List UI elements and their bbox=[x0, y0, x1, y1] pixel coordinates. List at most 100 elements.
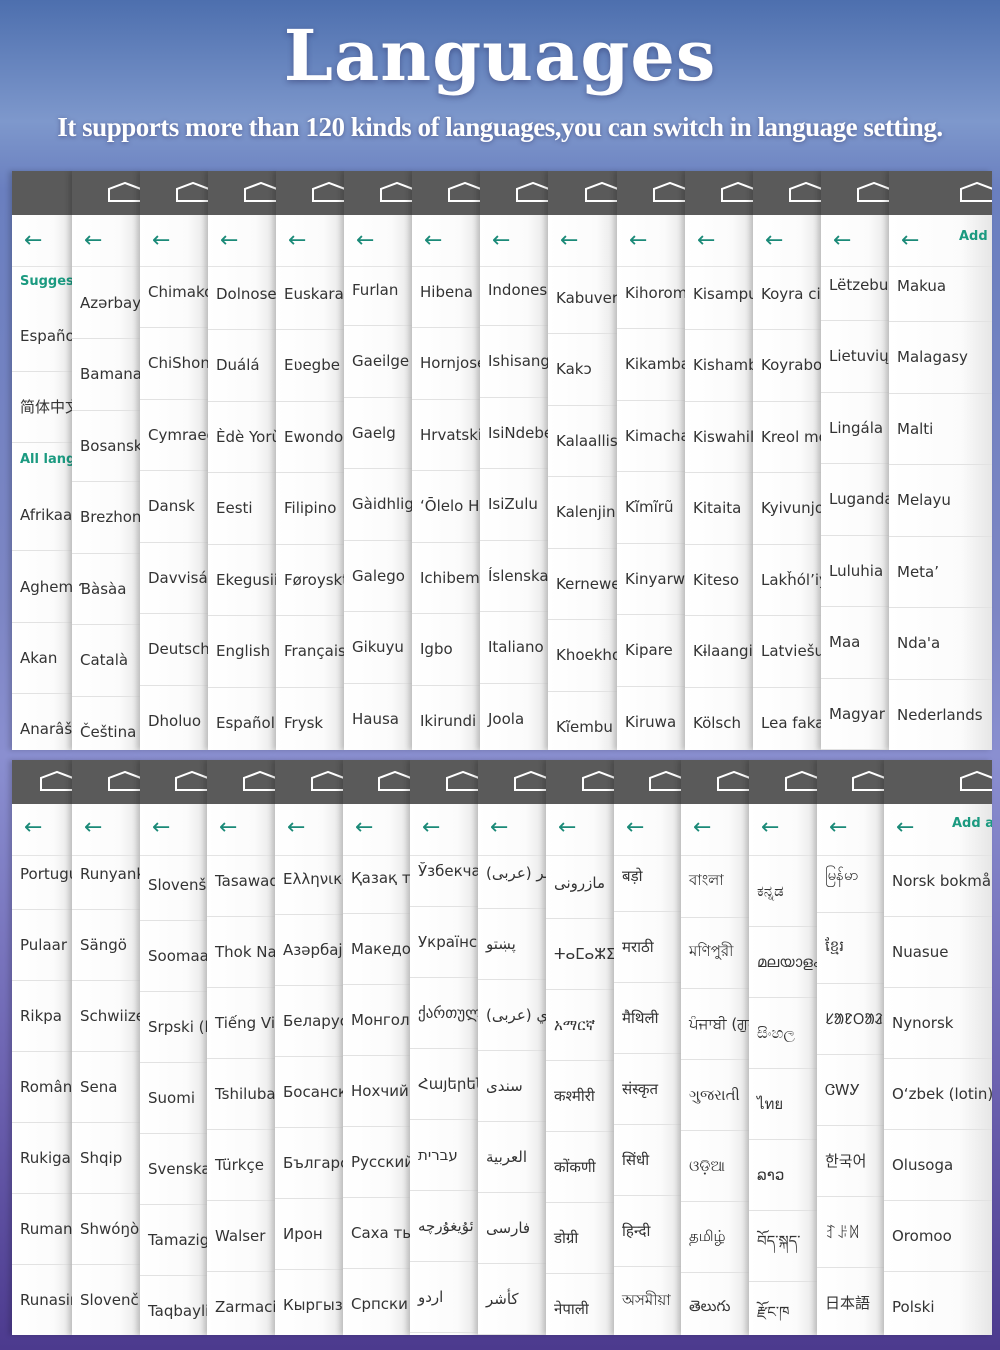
language-list-item[interactable]: Magyar bbox=[821, 678, 889, 750]
language-list-item[interactable]: Galego bbox=[344, 540, 412, 612]
language-list-item[interactable]: Walser bbox=[207, 1200, 275, 1272]
language-list-item[interactable]: Español bbox=[208, 687, 276, 750]
language-list-item[interactable]: Ewondo bbox=[276, 401, 344, 473]
language-list-item[interactable]: தமிழ் bbox=[681, 1201, 749, 1273]
language-list-item[interactable]: Ɓàsàa bbox=[72, 553, 140, 625]
language-list-item[interactable]: Нохчийн bbox=[343, 1055, 410, 1127]
language-list-item[interactable]: Kalaallisut bbox=[548, 405, 617, 477]
language-list-item[interactable]: Chimakonde bbox=[140, 256, 208, 328]
home-icon[interactable] bbox=[445, 770, 478, 792]
home-icon[interactable] bbox=[447, 181, 480, 203]
language-list-item[interactable]: नेपाली bbox=[546, 1273, 614, 1335]
language-list-item[interactable]: Қазақ тілі bbox=[343, 842, 410, 914]
home-icon[interactable] bbox=[720, 181, 753, 203]
language-list-item[interactable]: ગુજરાતી bbox=[681, 1059, 749, 1131]
arrow-left-icon[interactable]: ← bbox=[24, 815, 43, 840]
language-list-item[interactable]: Bosanski bbox=[72, 410, 140, 482]
language-list-item[interactable]: Gàidhlig bbox=[344, 469, 412, 541]
language-list-item[interactable]: हिन्दी bbox=[614, 1195, 681, 1267]
language-list-item[interactable]: संस्कृत bbox=[614, 1053, 681, 1125]
language-list-item[interactable]: ಕನ್ನಡ bbox=[749, 855, 817, 927]
language-list-item[interactable]: Soomaali bbox=[140, 920, 207, 992]
language-list-item[interactable]: सिंधी bbox=[614, 1124, 681, 1196]
home-icon[interactable] bbox=[716, 770, 749, 792]
language-list-item[interactable]: Kipare bbox=[617, 615, 685, 687]
language-list-item[interactable]: Français bbox=[276, 616, 344, 688]
language-list-item[interactable]: Dolnoserbšćina bbox=[208, 258, 276, 330]
language-list-item[interactable]: Kiruwa bbox=[617, 686, 685, 750]
language-list-item[interactable]: Anarâškielâ bbox=[12, 693, 72, 750]
language-list-item[interactable]: Português bbox=[12, 838, 72, 910]
language-list-item[interactable]: Tasawaq senni bbox=[207, 845, 275, 917]
language-list-item[interactable]: اردو bbox=[410, 1261, 478, 1333]
language-list-item[interactable]: Dansk bbox=[140, 471, 208, 543]
language-list-item[interactable]: Sena bbox=[72, 1051, 140, 1123]
language-list-item[interactable]: Kölsch bbox=[685, 687, 753, 750]
home-icon[interactable] bbox=[243, 181, 276, 203]
language-list-item[interactable]: ไทย bbox=[749, 1068, 817, 1140]
language-list-item[interactable]: Maa bbox=[821, 607, 889, 679]
home-icon[interactable] bbox=[311, 181, 344, 203]
home-icon[interactable] bbox=[174, 770, 207, 792]
language-list-item[interactable]: Brezhoneg bbox=[72, 482, 140, 554]
language-list-item[interactable]: Tiếng Việt bbox=[207, 987, 275, 1059]
language-list-item[interactable]: Srpski (latinica) bbox=[140, 991, 207, 1063]
arrow-left-icon[interactable]: ← bbox=[288, 228, 307, 253]
language-list-item[interactable]: Kakɔ bbox=[548, 334, 617, 406]
language-list-item[interactable]: Kabuverdianu bbox=[548, 262, 617, 334]
home-icon[interactable] bbox=[784, 770, 817, 792]
language-list-item[interactable]: Melayu bbox=[889, 465, 992, 537]
language-list-item[interactable]: ⵜⴰⵎⴰⵣⵉⵖⵜ bbox=[546, 918, 614, 990]
language-list-item[interactable]: Kɨlaangi bbox=[685, 616, 753, 688]
language-list-item[interactable]: ئۇيغۇرچە bbox=[410, 1190, 478, 1262]
language-list-item[interactable]: Oromoo bbox=[884, 1200, 992, 1272]
language-list-item[interactable]: Norsk bokmål bbox=[884, 845, 992, 917]
arrow-left-icon[interactable]: ← bbox=[424, 228, 443, 253]
home-icon[interactable] bbox=[581, 770, 614, 792]
language-list-item[interactable]: Босански bbox=[275, 1056, 343, 1128]
language-list-item[interactable]: O‘zbek (lotin) bbox=[884, 1058, 992, 1130]
language-list-item[interactable]: Lea fakaTonga bbox=[753, 687, 821, 750]
language-list-item[interactable]: Русский bbox=[343, 1126, 410, 1198]
language-list-item[interactable]: ਪੰਜਾਬੀ (ਗੁਰਮੁਖੀ) bbox=[681, 988, 749, 1060]
arrow-left-icon[interactable]: ← bbox=[697, 228, 716, 253]
language-list-item[interactable]: Rumantsch bbox=[12, 1193, 72, 1265]
language-list-item[interactable]: Íslenska bbox=[480, 540, 548, 612]
home-icon[interactable] bbox=[959, 181, 992, 203]
language-list-item[interactable]: Lingála bbox=[821, 392, 889, 464]
language-list-item[interactable]: मैथिली bbox=[614, 982, 681, 1054]
language-list-item[interactable]: ᏣᎳᎩ bbox=[817, 1054, 884, 1126]
language-list-item[interactable]: Kĩmĩrũ bbox=[617, 472, 685, 544]
language-list-item[interactable]: Polski bbox=[884, 1271, 992, 1335]
language-list-item[interactable]: Makua bbox=[889, 250, 992, 322]
arrow-left-icon[interactable]: ← bbox=[629, 228, 648, 253]
add-language-button[interactable]: Add a l bbox=[952, 816, 992, 831]
arrow-left-icon[interactable]: ← bbox=[355, 815, 374, 840]
language-list-item[interactable]: Luganda bbox=[821, 464, 889, 536]
language-list-item[interactable]: অসমীয়া bbox=[614, 1266, 681, 1335]
home-icon[interactable] bbox=[310, 770, 343, 792]
language-list-item[interactable]: Română bbox=[12, 1051, 72, 1123]
language-list-item[interactable]: Runyankore bbox=[72, 838, 140, 910]
arrow-left-icon[interactable]: ← bbox=[896, 815, 915, 840]
home-icon[interactable] bbox=[648, 770, 681, 792]
language-list-item[interactable]: Malti bbox=[889, 393, 992, 465]
language-list-item[interactable]: ChiShona bbox=[140, 328, 208, 400]
language-list-item[interactable]: Aghem bbox=[12, 551, 72, 623]
arrow-left-icon[interactable]: ← bbox=[220, 228, 239, 253]
language-list-item[interactable]: 简体中文 bbox=[12, 371, 72, 443]
language-list-item[interactable]: মণিপুরী bbox=[681, 917, 749, 989]
language-list-item[interactable]: Català bbox=[72, 625, 140, 697]
arrow-left-icon[interactable]: ← bbox=[901, 228, 920, 253]
language-list-item[interactable]: Èdè Yorùbá bbox=[208, 401, 276, 473]
language-list-item[interactable]: Кыргызча bbox=[275, 1269, 343, 1335]
arrow-left-icon[interactable]: ← bbox=[765, 228, 784, 253]
language-list-item[interactable]: Hausa bbox=[344, 683, 412, 750]
arrow-left-icon[interactable]: ← bbox=[492, 228, 511, 253]
arrow-left-icon[interactable]: ← bbox=[490, 815, 509, 840]
language-list-item[interactable]: Азәрбајҹан bbox=[275, 914, 343, 986]
language-list-item[interactable]: Kinyarwanda bbox=[617, 543, 685, 615]
language-list-item[interactable]: Саха тыла bbox=[343, 1197, 410, 1269]
language-list-item[interactable]: Duálá bbox=[208, 330, 276, 402]
language-list-item[interactable]: Ishisangu bbox=[480, 326, 548, 398]
